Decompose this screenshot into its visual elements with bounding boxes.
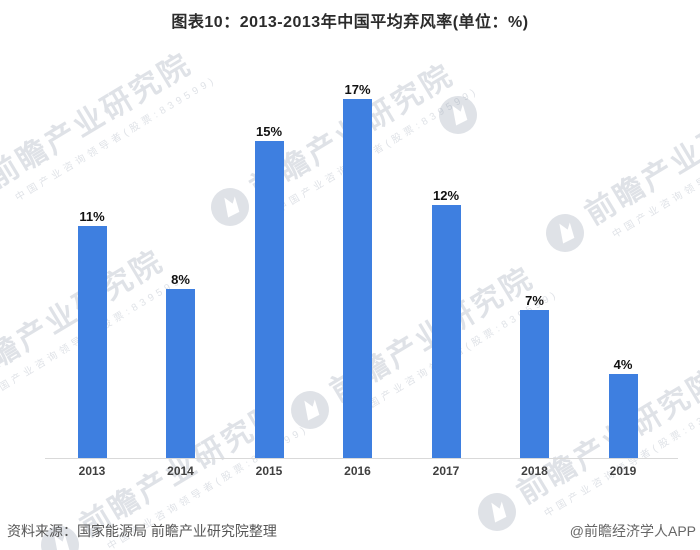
bar-value-label: 15%: [255, 124, 283, 139]
x-tick-label: 2019: [609, 464, 637, 478]
bar-value-label: 11%: [79, 209, 105, 224]
bar-2013: [77, 226, 107, 458]
bar-2017: [431, 205, 461, 458]
bar-value-label: 17%: [344, 82, 371, 97]
bar-2019: [608, 374, 638, 458]
bar-value-label: 4%: [613, 357, 633, 372]
x-tick-label: 2018: [521, 464, 548, 478]
bar-2015: [254, 141, 284, 458]
bar-value-label: 7%: [525, 293, 544, 308]
bar-2016: [343, 99, 372, 458]
bar-value-label: 8%: [171, 272, 190, 287]
x-tick-label: 2015: [255, 464, 283, 478]
bar-2014: [166, 289, 195, 458]
credit-note: @前瞻经济学人APP: [569, 523, 696, 539]
x-tick-label: 2017: [432, 464, 460, 478]
x-axis-line: [45, 458, 678, 459]
x-tick-label: 2013: [78, 464, 106, 478]
x-tick-label: 2014: [167, 464, 194, 478]
source-note: 资料来源：国家能源局 前瞻产业研究院整理: [7, 523, 277, 539]
chart-title: 图表10：2013-2013年中国平均弃风率(单位：%): [171, 14, 529, 31]
bar-value-label: 12%: [432, 188, 460, 203]
x-tick-label: 2016: [344, 464, 371, 478]
bar-2018: [520, 310, 549, 458]
